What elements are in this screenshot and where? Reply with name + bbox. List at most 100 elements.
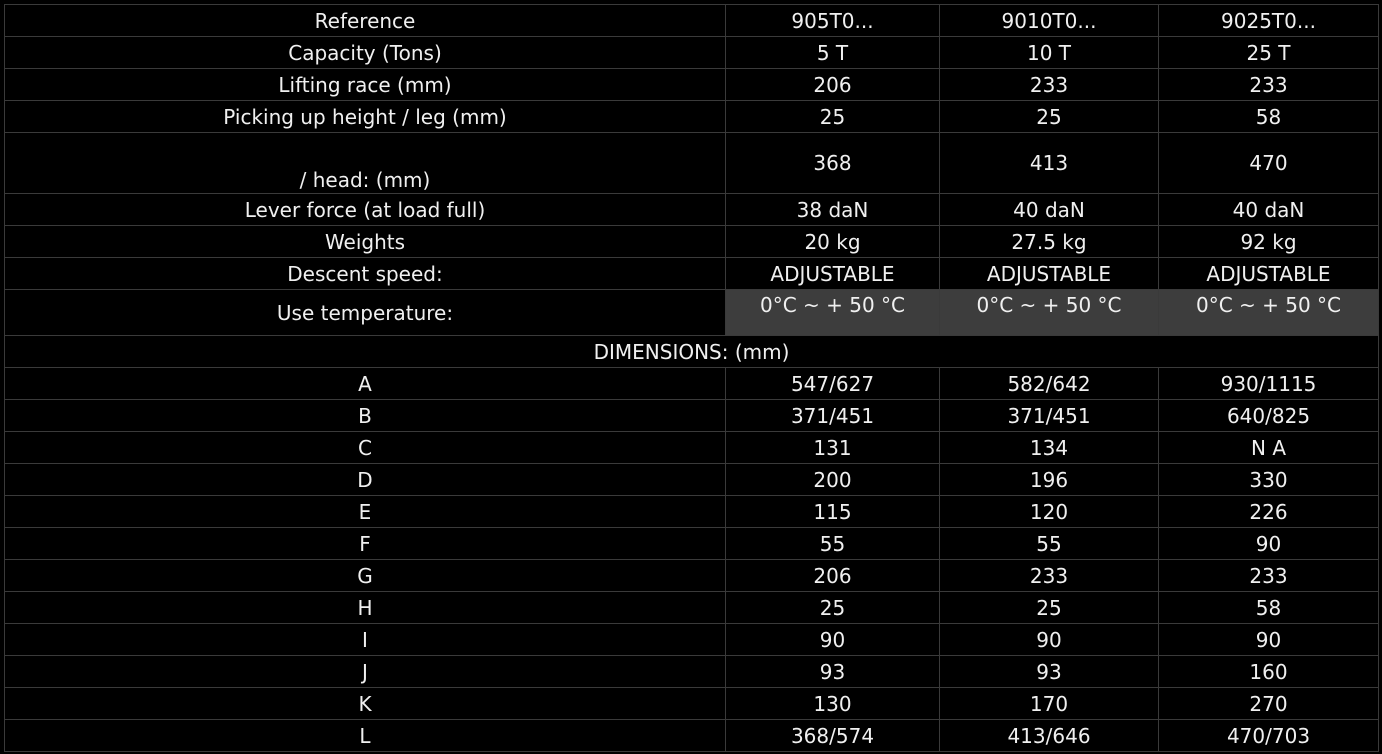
- row-label: Capacity (Tons): [4, 36, 726, 69]
- cell-905: 371/451: [725, 399, 940, 432]
- cell-9025: 330: [1158, 463, 1379, 496]
- cell-9025: 270: [1158, 687, 1379, 720]
- cell-9025: 930/1115: [1158, 367, 1379, 400]
- cell-905: 0°C ~ + 50 °C: [725, 289, 940, 336]
- cell-9025: N A: [1158, 431, 1379, 464]
- row-label: Use temperature:: [4, 289, 726, 336]
- cell-9010: 233: [939, 68, 1159, 101]
- cell-9025: 90: [1158, 623, 1379, 656]
- cell-9025: 640/825: [1158, 399, 1379, 432]
- cell-905: 547/627: [725, 367, 940, 400]
- cell-9010: 93: [939, 655, 1159, 688]
- cell-905: 115: [725, 495, 940, 528]
- cell-905: 368: [725, 132, 940, 194]
- row-label: A: [4, 367, 726, 400]
- table-row-descent-speed: Descent speed: ADJUSTABLE ADJUSTABLE ADJ…: [4, 257, 1379, 290]
- cell-9025: 470: [1158, 132, 1379, 194]
- table-row-dim-h: H 25 25 58: [4, 591, 1379, 624]
- cell-905: 38 daN: [725, 193, 940, 226]
- cell-905: 200: [725, 463, 940, 496]
- table-row-dim-a: A 547/627 582/642 930/1115: [4, 367, 1379, 400]
- cell-905: 905T0...: [725, 4, 940, 37]
- cell-9025: 40 daN: [1158, 193, 1379, 226]
- cell-905: 25: [725, 100, 940, 133]
- cell-9010: 233: [939, 559, 1159, 592]
- table-row-dim-b: B 371/451 371/451 640/825: [4, 399, 1379, 432]
- cell-9025: ADJUSTABLE: [1158, 257, 1379, 290]
- dimensions-heading-row: DIMENSIONS: (mm): [4, 335, 1379, 368]
- table-row-dim-i: I 90 90 90: [4, 623, 1379, 656]
- cell-905: 55: [725, 527, 940, 560]
- spec-table: Reference 905T0... 9010T0... 9025T0... C…: [4, 4, 1379, 752]
- cell-905: ADJUSTABLE: [725, 257, 940, 290]
- row-label: I: [4, 623, 726, 656]
- table-row-dim-g: G 206 233 233: [4, 559, 1379, 592]
- cell-9025: 160: [1158, 655, 1379, 688]
- cell-905: 131: [725, 431, 940, 464]
- row-label: Lifting race (mm): [4, 68, 726, 101]
- cell-9010: 120: [939, 495, 1159, 528]
- cell-9025: 90: [1158, 527, 1379, 560]
- cell-9025: 470/703: [1158, 719, 1379, 752]
- cell-9010: 25: [939, 591, 1159, 624]
- row-label: Reference: [4, 4, 726, 37]
- row-label: D: [4, 463, 726, 496]
- row-label: B: [4, 399, 726, 432]
- cell-905: 93: [725, 655, 940, 688]
- cell-9025: 9025T0...: [1158, 4, 1379, 37]
- table-row-dim-k: K 130 170 270: [4, 687, 1379, 720]
- table-row-dim-l: L 368/574 413/646 470/703: [4, 719, 1379, 752]
- row-label: Weights: [4, 225, 726, 258]
- cell-905: 368/574: [725, 719, 940, 752]
- row-label: E: [4, 495, 726, 528]
- cell-9010: 10 T: [939, 36, 1159, 69]
- table-row-dim-e: E 115 120 226: [4, 495, 1379, 528]
- row-label: G: [4, 559, 726, 592]
- table-row-use-temperature: Use temperature: 0°C ~ + 50 °C 0°C ~ + 5…: [4, 289, 1379, 336]
- cell-9010: 27.5 kg: [939, 225, 1159, 258]
- cell-9010: 371/451: [939, 399, 1159, 432]
- table-row-capacity: Capacity (Tons) 5 T 10 T 25 T: [4, 36, 1379, 69]
- cell-905: 5 T: [725, 36, 940, 69]
- row-label: J: [4, 655, 726, 688]
- cell-9025: 233: [1158, 68, 1379, 101]
- table-row-reference: Reference 905T0... 9010T0... 9025T0...: [4, 4, 1379, 37]
- row-label: Picking up height / leg (mm): [4, 100, 726, 133]
- cell-9010: 55: [939, 527, 1159, 560]
- row-label: K: [4, 687, 726, 720]
- row-label: H: [4, 591, 726, 624]
- cell-9025: 0°C ~ + 50 °C: [1158, 289, 1379, 336]
- cell-9010: 0°C ~ + 50 °C: [939, 289, 1159, 336]
- cell-9025: 58: [1158, 100, 1379, 133]
- table-row-lever-force: Lever force (at load full) 38 daN 40 daN…: [4, 193, 1379, 226]
- cell-9025: 58: [1158, 591, 1379, 624]
- cell-9010: 582/642: [939, 367, 1159, 400]
- cell-9010: 196: [939, 463, 1159, 496]
- cell-905: 20 kg: [725, 225, 940, 258]
- cell-9010: 90: [939, 623, 1159, 656]
- cell-9010: 413/646: [939, 719, 1159, 752]
- cell-9025: 92 kg: [1158, 225, 1379, 258]
- row-label: F: [4, 527, 726, 560]
- table-row-dim-c: C 131 134 N A: [4, 431, 1379, 464]
- table-row-dim-j: J 93 93 160: [4, 655, 1379, 688]
- table-row-dim-f: F 55 55 90: [4, 527, 1379, 560]
- cell-9010: 413: [939, 132, 1159, 194]
- row-label: Descent speed:: [4, 257, 726, 290]
- cell-9025: 233: [1158, 559, 1379, 592]
- row-label: Lever force (at load full): [4, 193, 726, 226]
- cell-9010: 40 daN: [939, 193, 1159, 226]
- cell-905: 130: [725, 687, 940, 720]
- cell-9010: 170: [939, 687, 1159, 720]
- cell-905: 206: [725, 68, 940, 101]
- cell-905: 25: [725, 591, 940, 624]
- table-row-picking-height-leg: Picking up height / leg (mm) 25 25 58: [4, 100, 1379, 133]
- cell-9010: 134: [939, 431, 1159, 464]
- cell-9010: 9010T0...: [939, 4, 1159, 37]
- cell-905: 206: [725, 559, 940, 592]
- cell-9010: ADJUSTABLE: [939, 257, 1159, 290]
- row-label: / head: (mm): [4, 132, 726, 194]
- dimensions-heading: DIMENSIONS: (mm): [4, 335, 1379, 368]
- cell-9025: 226: [1158, 495, 1379, 528]
- table-row-dim-d: D 200 196 330: [4, 463, 1379, 496]
